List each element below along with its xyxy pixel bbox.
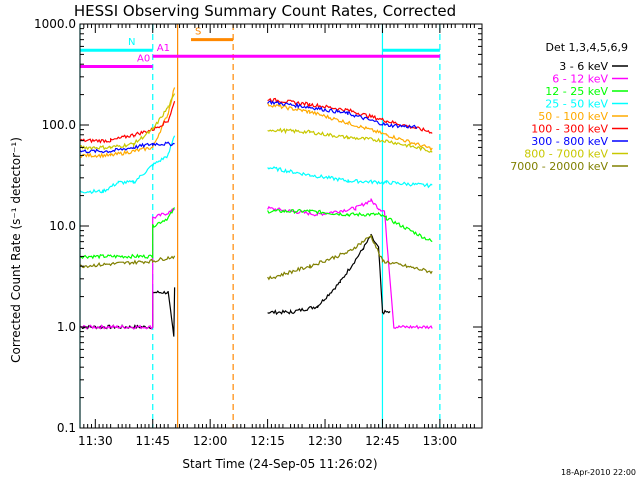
- legend-entry-label: 100 - 300 keV: [531, 123, 608, 136]
- legend-entry-label: 12 - 25 keV: [545, 85, 608, 98]
- state-bar-label-3: A1: [157, 43, 170, 54]
- series-line-3-0: [79, 135, 176, 195]
- x-tick-label: 12:15: [250, 434, 285, 448]
- series-line-5-0: [79, 101, 176, 144]
- legend-entry-label: 50 - 100 keV: [538, 110, 608, 123]
- legend-entry-label: 800 - 7000 keV: [524, 148, 608, 161]
- x-tick-label: 11:45: [135, 434, 170, 448]
- chart-title: HESSI Observing Summary Count Rates, Cor…: [74, 2, 456, 20]
- series-line-0-0: [79, 287, 176, 337]
- y-tick-label: 1.0: [57, 320, 76, 334]
- y-axis-label: Corrected Count Rate (s⁻¹ detector⁻¹): [9, 137, 23, 363]
- series-line-5-1: [267, 97, 433, 134]
- legend-entry-label: 7000 - 20000 keV: [510, 160, 608, 173]
- x-tick-label: 12:45: [365, 434, 400, 448]
- series-line-8-0: [79, 255, 176, 269]
- series-line-6-0: [79, 141, 175, 154]
- state-bar-label-1: S: [195, 27, 201, 38]
- series-line-1-0: [79, 207, 176, 330]
- series-line-4-0: [79, 87, 176, 159]
- y-tick-label: 10.0: [49, 219, 76, 233]
- y-tick-label: 100.0: [42, 118, 76, 132]
- series-line-8-1: [267, 234, 433, 281]
- legend-entry-label: 25 - 50 keV: [545, 98, 608, 111]
- plot-area: N S A0 A1: [79, 24, 441, 428]
- series-line-6-1: [267, 100, 418, 130]
- y-tick-label: 0.1: [57, 421, 76, 435]
- x-tick-label: 12:00: [193, 434, 228, 448]
- state-bar-label-0: N: [128, 37, 135, 48]
- x-tick-label: 11:30: [78, 434, 113, 448]
- series-line-3-1: [267, 166, 433, 189]
- legend-entry-label: 6 - 12 keV: [552, 73, 608, 86]
- axes: 0.1 1.0 10.0 100.0 1000.0 11:30 11:45 12:00 12:1…: [34, 17, 483, 448]
- series-line-7-0: [79, 93, 176, 151]
- state-bar-label-2: A0: [137, 53, 150, 64]
- series-line-4-1: [267, 102, 433, 152]
- plot-frame: [79, 23, 483, 429]
- legend-entry-label: 3 - 6 keV: [559, 60, 608, 73]
- y-tick-label: 1000.0: [34, 17, 76, 31]
- timestamp-footer: 18-Apr-2010 22:00: [561, 468, 636, 477]
- legend-title: Det 1,3,4,5,6,9: [545, 41, 628, 54]
- series-line-1-1: [267, 198, 433, 330]
- series-line-7-1: [267, 127, 433, 153]
- x-tick-label: 13:00: [423, 434, 458, 448]
- series-line-2-1: [267, 208, 433, 243]
- series-line-2-0: [79, 207, 176, 260]
- x-tick-label: 12:30: [308, 434, 343, 448]
- series-line-0-1: [267, 233, 391, 316]
- legend-entry-label: 300 - 800 keV: [531, 135, 608, 148]
- x-axis-label: Start Time (24-Sep-05 11:26:02): [182, 457, 377, 471]
